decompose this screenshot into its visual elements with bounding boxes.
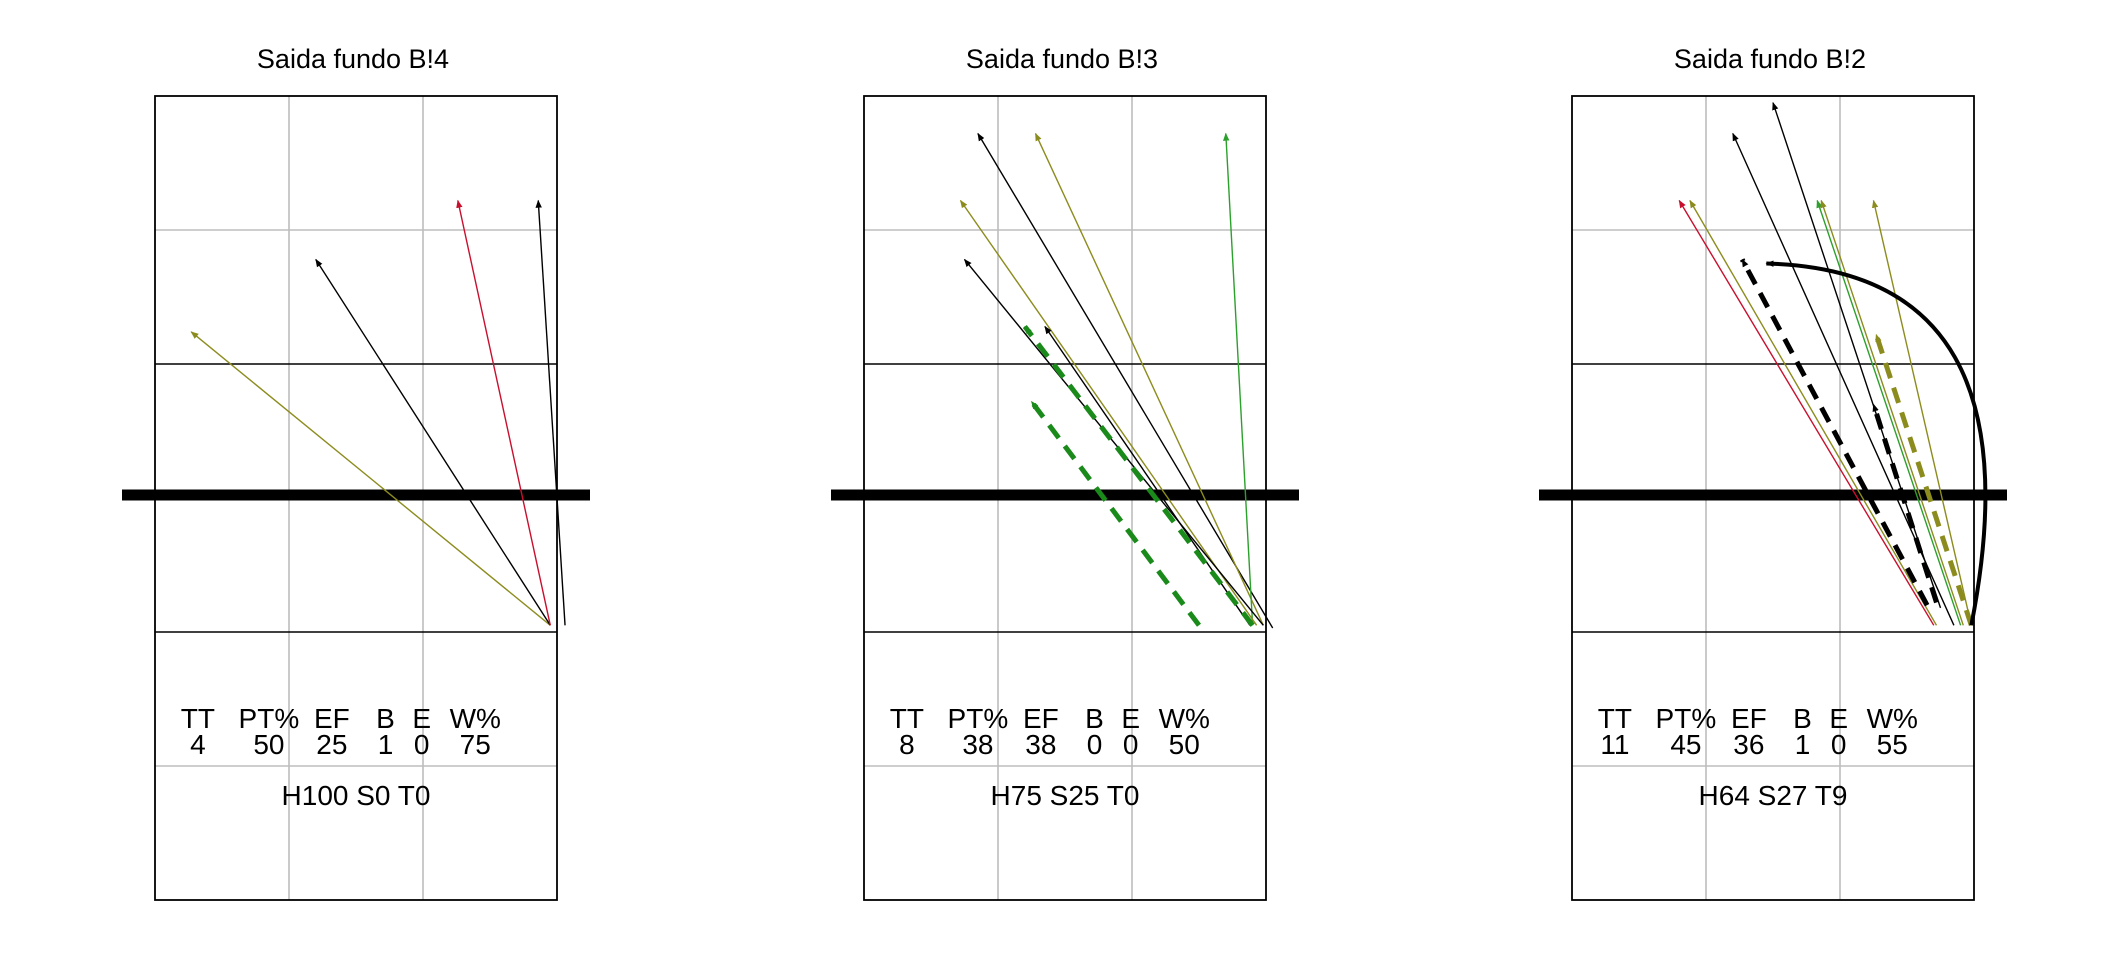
stats-value-cell: 1: [378, 729, 394, 760]
trajectory-arrow: [1029, 400, 1202, 627]
stats-value-cell: 11: [1600, 729, 1629, 760]
stats-header-cell: EF: [314, 703, 350, 734]
stats-header-cell: EF: [1731, 703, 1767, 734]
stats-header-cell: B: [1793, 703, 1812, 734]
stats-header-cell: TT: [181, 703, 215, 734]
trajectory-arrow: [1873, 333, 1974, 627]
stats-header-cell: EF: [1023, 703, 1059, 734]
trajectory-arrow: [1820, 199, 1964, 626]
trajectory-arrow: [1871, 199, 1973, 626]
stats-value-cell: 38: [1025, 729, 1056, 760]
stats-header-cell: W%: [1867, 703, 1918, 734]
stats-header-cell: B: [1085, 703, 1104, 734]
stats-value-cell: 0: [1123, 729, 1139, 760]
stats-header-cell: PT%: [948, 703, 1009, 734]
trajectory-arc: [1765, 260, 1988, 626]
trajectory-arrow: [1222, 132, 1254, 626]
stats-value-cell: 45: [1670, 729, 1701, 760]
trajectory-arrow: [977, 132, 1274, 629]
stats-value-cell: 36: [1733, 729, 1764, 760]
stats-value-cell: 38: [962, 729, 993, 760]
panel-title: Saida fundo B!4: [257, 44, 449, 74]
trajectory-arrow: [1739, 258, 1930, 607]
trajectory-arrow: [535, 199, 566, 626]
trajectory-arrow: [963, 258, 1264, 626]
trajectory-arrow: [315, 258, 551, 626]
stats-value-cell: 0: [1831, 729, 1847, 760]
court-panel-1: Saida fundo B!4 TT PT% EF B E W% 4 50 25 1 0 75 H100 …: [122, 44, 590, 901]
panel-title: Saida fundo B!2: [1674, 44, 1866, 74]
stats-header-cell: B: [376, 703, 395, 734]
stats-value-cell: 0: [414, 729, 430, 760]
court-panel-2: Saida fundo B!3 TT PT% EF B E W% 8 38 38 0 0 50 H75 S…: [831, 44, 1299, 901]
stats-header-cell: PT%: [1656, 703, 1717, 734]
stats-value-cell: 25: [316, 729, 347, 760]
trajectory-arrow: [1871, 403, 1939, 604]
stats-value-cell: 8: [899, 729, 915, 760]
stats-header-cell: PT%: [239, 703, 300, 734]
stats-value-cell: 1: [1795, 729, 1811, 760]
stats-value-cell: 0: [1087, 729, 1103, 760]
trajectory-arrow: [1772, 101, 1942, 609]
stats-value-cell: 50: [1169, 729, 1200, 760]
trajectory-arrow: [190, 331, 551, 626]
stats-header-cell: E: [1829, 703, 1848, 734]
trajectory-arrow: [1678, 199, 1935, 626]
trajectory-arrow: [959, 199, 1258, 626]
stats-header-cell: TT: [1598, 703, 1632, 734]
stats-header-cell: E: [412, 703, 431, 734]
stats-header-cell: W%: [1159, 703, 1210, 734]
stats-value-cell: 75: [460, 729, 491, 760]
trajectory-arrow: [1689, 199, 1938, 626]
court-panel-3: Saida fundo B!2 TT PT% EF B E W% 11 45 36 1 0 55 H64 …: [1539, 44, 2007, 901]
trajectory-arrow: [456, 199, 551, 626]
stats-value-cell: 4: [190, 729, 206, 760]
stats-value-cell: 50: [253, 729, 284, 760]
trajectory-arrow: [1034, 132, 1264, 626]
stats-header-cell: TT: [890, 703, 924, 734]
stats-header-cell: E: [1121, 703, 1140, 734]
trajectory-arrow: [1816, 199, 1962, 626]
summary-label: H64 S27 T9: [1699, 780, 1848, 811]
trajectory-arrow: [1022, 324, 1255, 627]
panel-title: Saida fundo B!3: [966, 44, 1158, 74]
summary-label: H100 S0 T0: [282, 780, 431, 811]
stats-value-cell: 55: [1877, 729, 1908, 760]
summary-label: H75 S25 T0: [991, 780, 1140, 811]
stats-header-cell: W%: [450, 703, 501, 734]
